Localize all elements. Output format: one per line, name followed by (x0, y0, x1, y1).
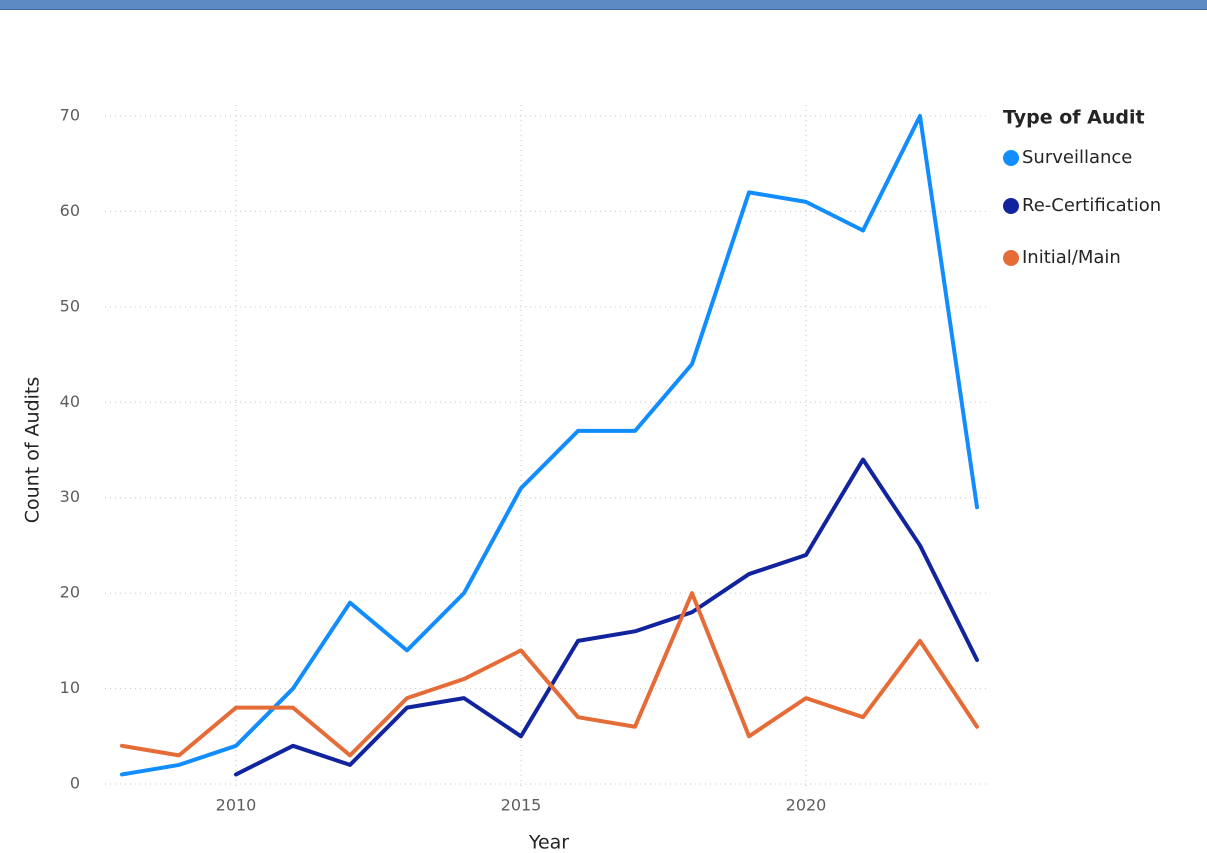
top-border-edge (0, 9, 1207, 10)
series-line (234, 457, 979, 777)
legend-label: Re-Certification (1022, 195, 1161, 216)
y-tick-label: 40 (60, 392, 80, 411)
top-border (0, 0, 1207, 9)
y-tick-label: 20 (60, 583, 80, 602)
x-tick-label: 2020 (786, 796, 827, 815)
y-tick-label: 60 (60, 201, 80, 220)
legend-marker (1003, 250, 1019, 266)
legend-title: Type of Audit (1003, 107, 1145, 129)
series-line (120, 591, 979, 758)
y-tick-label: 10 (60, 678, 80, 697)
y-axis-title: Count of Audits (22, 377, 44, 524)
y-tick-label: 50 (60, 296, 80, 315)
legend-marker (1003, 150, 1019, 166)
series-line (120, 114, 979, 777)
legend-label: Initial/Main (1022, 247, 1121, 268)
x-tick-label: 2015 (501, 796, 542, 815)
x-axis-title: Year (528, 832, 569, 853)
legend-marker (1003, 198, 1019, 214)
y-tick-label: 30 (60, 487, 80, 506)
legend-label: Surveillance (1022, 147, 1132, 168)
y-tick-label: 70 (60, 106, 80, 125)
y-tick-label: 0 (70, 774, 80, 793)
x-tick-label: 2010 (216, 796, 257, 815)
